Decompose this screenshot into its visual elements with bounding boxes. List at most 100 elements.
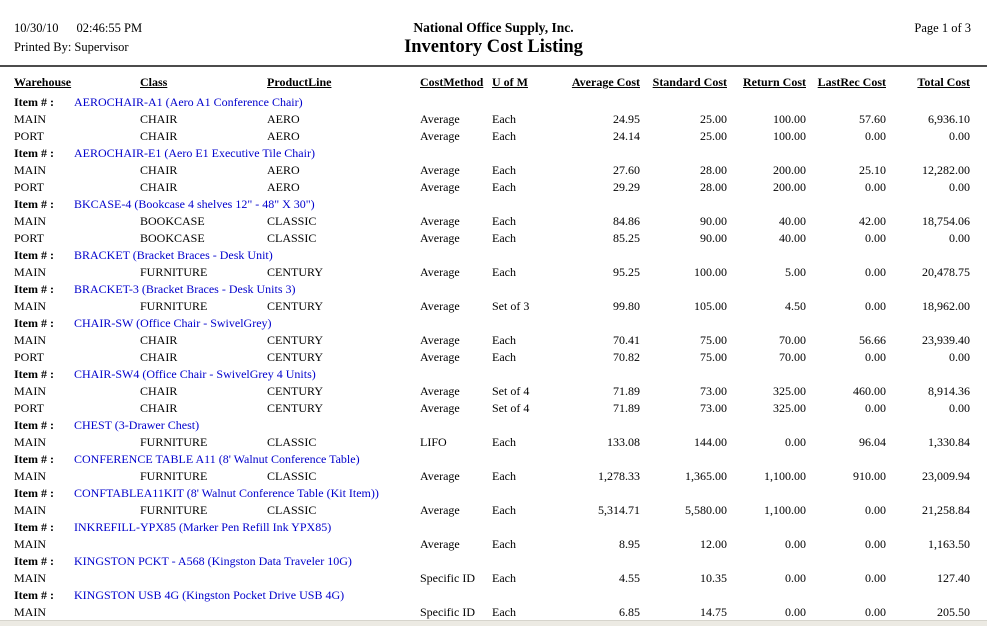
- cell: 0.00: [949, 231, 970, 245]
- item-number-link[interactable]: INKREFILL-YPX85 (Marker Pen Refill Ink Y…: [74, 520, 332, 534]
- print-info: 10/30/10 02:46:55 PM Printed By: Supervis…: [14, 21, 142, 55]
- cell: 100.00: [694, 265, 727, 279]
- item-header-row: Item # : INKREFILL-YPX85 (Marker Pen Refi…: [14, 519, 970, 536]
- cell: Specific ID: [420, 571, 475, 585]
- cell: 25.00: [700, 112, 727, 126]
- cell: Each: [492, 180, 516, 194]
- cell: 4.50: [785, 299, 806, 313]
- cell: Average: [420, 333, 460, 347]
- item-number-label: Item # :: [14, 146, 54, 160]
- item-header-row: Item # : KINGSTON PCKT - A568 (Kingston D…: [14, 553, 970, 570]
- column-header-warehouse: Warehouse: [14, 75, 72, 89]
- item-number-link[interactable]: KINGSTON PCKT - A568 (Kingston Data Trav…: [74, 554, 352, 568]
- item-number-link[interactable]: CHAIR-SW (Office Chair - SwivelGrey): [74, 316, 272, 330]
- cell: Average: [420, 214, 460, 228]
- item-number-link[interactable]: AEROCHAIR-A1 (Aero A1 Conference Chair): [74, 95, 303, 109]
- cell: PORT: [14, 231, 44, 245]
- item-number-link[interactable]: BRACKET-3 (Bracket Braces - Desk Units 3…: [74, 282, 296, 296]
- item-number-link[interactable]: KINGSTON USB 4G (Kingston Pocket Drive U…: [74, 588, 345, 602]
- cell: [267, 604, 420, 621]
- cell: AERO: [267, 180, 300, 194]
- item-header-row: Item # : CHAIR-SW (Office Chair - SwivelG…: [14, 315, 970, 332]
- item-number-link[interactable]: CONFTABLEA11KIT (8' Walnut Conference Ta…: [74, 486, 379, 500]
- cell: 18,754.06: [922, 214, 970, 228]
- cell: CHAIR: [140, 180, 178, 194]
- cell: FURNITURE: [140, 299, 208, 313]
- cell: 21,258.84: [922, 503, 970, 517]
- cell: 70.00: [779, 333, 806, 347]
- cell: 1,278.33: [598, 469, 640, 483]
- cell: CENTURY: [267, 350, 324, 364]
- cell: [140, 570, 267, 587]
- item-number-label: Item # :: [14, 520, 54, 534]
- cell: CHAIR: [140, 112, 178, 126]
- item-number-link[interactable]: CONFERENCE TABLE A11 (8' Walnut Conferen…: [74, 452, 360, 466]
- print-date: 10/30/10: [14, 21, 59, 35]
- cell: Average: [420, 350, 460, 364]
- item-number-link[interactable]: AEROCHAIR-E1 (Aero E1 Executive Tile Cha…: [74, 146, 315, 160]
- cell: 1,330.84: [928, 435, 970, 449]
- cell: 95.25: [613, 265, 640, 279]
- cell: AERO: [267, 112, 300, 126]
- cell: 42.00: [859, 214, 886, 228]
- cell: [267, 570, 420, 587]
- column-header-standard-cost: Standard Cost: [652, 75, 727, 89]
- cell: 27.60: [613, 163, 640, 177]
- inventory-data-row: PORT CHAIR AERO Average Each 29.29 28.00 200.00…: [14, 179, 970, 196]
- cell: Average: [420, 401, 460, 415]
- cell: Average: [420, 469, 460, 483]
- cell: 325.00: [773, 401, 806, 415]
- item-number-link[interactable]: CHEST (3-Drawer Chest): [74, 418, 200, 432]
- printed-by: Printed By: Supervisor: [14, 40, 129, 54]
- cell: Each: [492, 214, 516, 228]
- cell: MAIN: [14, 299, 46, 313]
- item-number-link[interactable]: BRACKET (Bracket Braces - Desk Unit): [74, 248, 273, 262]
- cell: 73.00: [700, 384, 727, 398]
- cell: 5.00: [785, 265, 806, 279]
- cell: 205.50: [937, 605, 970, 619]
- cell: MAIN: [14, 265, 46, 279]
- cell: Average: [420, 299, 460, 313]
- inventory-data-row: MAIN FURNITURE CLASSIC Average Each 1,278.33 1…: [14, 468, 970, 485]
- cell: 0.00: [949, 180, 970, 194]
- inventory-data-row: MAIN FURNITURE CENTURY Average Set of 3 99.80…: [14, 298, 970, 315]
- item-number-label: Item # :: [14, 282, 54, 296]
- inventory-data-row: PORT CHAIR CENTURY Average Each 70.82 75.00 70.…: [14, 349, 970, 366]
- cell: 133.08: [607, 435, 640, 449]
- item-number-label: Item # :: [14, 418, 54, 432]
- cell: Average: [420, 231, 460, 245]
- item-header-row: Item # : CHEST (3-Drawer Chest): [14, 417, 970, 434]
- cell: 75.00: [700, 333, 727, 347]
- cell: MAIN: [14, 571, 46, 585]
- cell: CLASSIC: [267, 503, 317, 517]
- cell: 12.00: [700, 537, 727, 551]
- cell: AERO: [267, 163, 300, 177]
- inventory-data-row: MAIN Average Each 8.95 12.00 0.00 0.00 1,163.50: [14, 536, 970, 553]
- inventory-data-row: MAIN BOOKCASE CLASSIC Average Each 84.86 90.00…: [14, 213, 970, 230]
- cell: 20,478.75: [922, 265, 970, 279]
- cell: PORT: [14, 180, 44, 194]
- item-number-label: Item # :: [14, 588, 54, 602]
- cell: 100.00: [773, 112, 806, 126]
- cell: Average: [420, 503, 460, 517]
- cell: 6.85: [619, 605, 640, 619]
- cell: Each: [492, 333, 516, 347]
- item-number-link[interactable]: BKCASE-4 (Bookcase 4 shelves 12" - 48" X…: [74, 197, 315, 211]
- print-time: 02:46:55 PM: [76, 21, 143, 35]
- cell: 0.00: [865, 605, 886, 619]
- cell: 460.00: [853, 384, 886, 398]
- cell: 8,914.36: [928, 384, 970, 398]
- cell: 90.00: [700, 214, 727, 228]
- cell: AERO: [267, 129, 300, 143]
- cell: [140, 604, 267, 621]
- cell: 12,282.00: [922, 163, 970, 177]
- cell: MAIN: [14, 163, 46, 177]
- cell: Each: [492, 537, 516, 551]
- item-number-link[interactable]: CHAIR-SW4 (Office Chair - SwivelGrey 4 U…: [74, 367, 316, 381]
- cell: Each: [492, 231, 516, 245]
- cell: 0.00: [785, 571, 806, 585]
- cell: 5,314.71: [598, 503, 640, 517]
- cell: 0.00: [949, 350, 970, 364]
- company-name: National Office Supply, Inc.: [413, 20, 574, 35]
- item-header-row: Item # : KINGSTON USB 4G (Kingston Pocket…: [14, 587, 970, 604]
